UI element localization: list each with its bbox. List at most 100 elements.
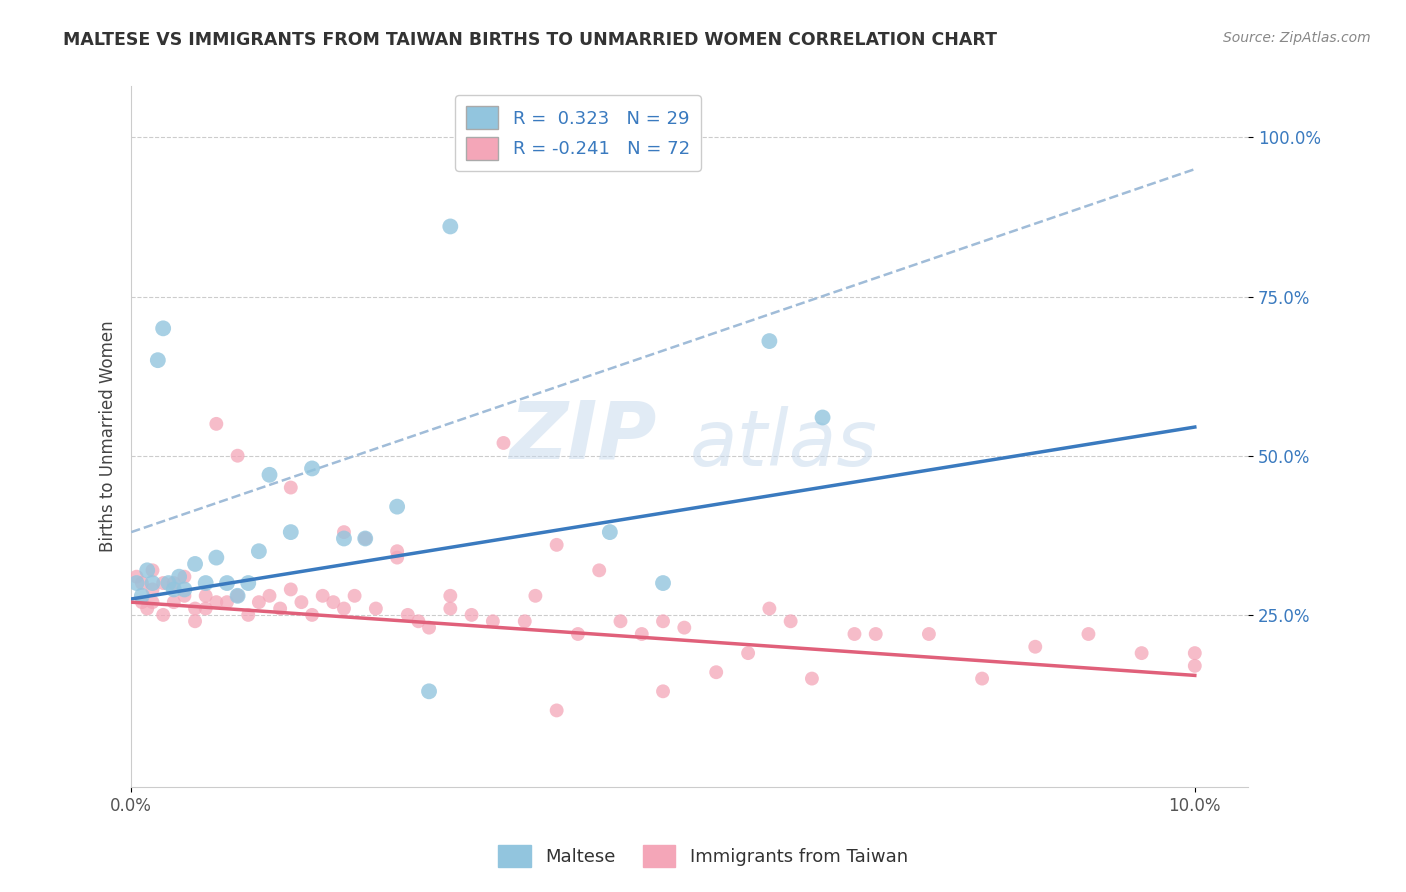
Point [205, 417, 228, 431]
Text: Source: ZipAtlas.com: Source: ZipAtlas.com [1223, 31, 1371, 45]
Point [312, 589, 335, 603]
Text: ZIP: ZIP [509, 398, 657, 475]
Point [970, 672, 993, 686]
Legend: R =  0.323   N = 29, R = -0.241   N = 72: R = 0.323 N = 29, R = -0.241 N = 72 [456, 95, 700, 170]
Point [385, 500, 408, 514]
Point [865, 627, 887, 641]
Point [280, 525, 302, 540]
Point [800, 672, 823, 686]
Point [652, 576, 675, 591]
Point [290, 595, 312, 609]
Point [146, 353, 169, 368]
Point [918, 627, 941, 641]
Legend: Maltese, Immigrants from Taiwan: Maltese, Immigrants from Taiwan [491, 838, 915, 874]
Point [125, 576, 148, 591]
Point [205, 595, 228, 609]
Point [588, 563, 610, 577]
Point [141, 576, 163, 591]
Point [141, 595, 163, 609]
Point [460, 607, 482, 622]
Point [301, 607, 323, 622]
Point [418, 621, 440, 635]
Point [136, 601, 159, 615]
Point [567, 627, 589, 641]
Point [163, 576, 186, 591]
Point [131, 576, 153, 591]
Point [141, 582, 163, 597]
Point [364, 601, 387, 615]
Point [238, 576, 260, 591]
Point [215, 576, 238, 591]
Point [599, 525, 621, 540]
Point [1024, 640, 1046, 654]
Point [205, 550, 228, 565]
Text: MALTESE VS IMMIGRANTS FROM TAIWAN BIRTHS TO UNMARRIED WOMEN CORRELATION CHART: MALTESE VS IMMIGRANTS FROM TAIWAN BIRTHS… [63, 31, 997, 49]
Point [141, 563, 163, 577]
Point [259, 467, 281, 482]
Point [167, 570, 190, 584]
Point [524, 589, 547, 603]
Point [194, 589, 217, 603]
Point [630, 627, 652, 641]
Point [758, 601, 780, 615]
Point [131, 589, 153, 603]
Point [492, 436, 515, 450]
Point [238, 607, 260, 622]
Point [354, 532, 377, 546]
Point [396, 607, 419, 622]
Point [758, 334, 780, 348]
Point [811, 410, 834, 425]
Point [333, 601, 356, 615]
Point [173, 582, 195, 597]
Point [408, 614, 430, 628]
Point [184, 557, 207, 571]
Point [131, 595, 153, 609]
Y-axis label: Births to Unmarried Women: Births to Unmarried Women [100, 321, 117, 552]
Point [247, 595, 270, 609]
Point [226, 589, 249, 603]
Point [184, 614, 207, 628]
Point [157, 576, 180, 591]
Point [354, 532, 377, 546]
Point [322, 595, 344, 609]
Point [1184, 658, 1206, 673]
Point [546, 538, 568, 552]
Point [385, 544, 408, 558]
Point [152, 607, 174, 622]
Point [152, 321, 174, 335]
Point [439, 219, 461, 234]
Point [215, 595, 238, 609]
Point [439, 601, 461, 615]
Point [163, 595, 186, 609]
Point [844, 627, 866, 641]
Point [269, 601, 291, 615]
Point [1184, 646, 1206, 660]
Point [125, 570, 148, 584]
Point [513, 614, 536, 628]
Text: atlas: atlas [689, 406, 877, 482]
Point [546, 703, 568, 717]
Point [280, 481, 302, 495]
Point [652, 614, 675, 628]
Point [673, 621, 696, 635]
Point [247, 544, 270, 558]
Point [482, 614, 505, 628]
Point [163, 582, 186, 597]
Point [418, 684, 440, 698]
Point [439, 589, 461, 603]
Point [194, 576, 217, 591]
Point [226, 449, 249, 463]
Point [333, 532, 356, 546]
Point [779, 614, 801, 628]
Point [184, 601, 207, 615]
Point [226, 589, 249, 603]
Point [1130, 646, 1153, 660]
Point [173, 570, 195, 584]
Point [737, 646, 759, 660]
Point [173, 589, 195, 603]
Point [1077, 627, 1099, 641]
Point [301, 461, 323, 475]
Point [609, 614, 631, 628]
Point [259, 589, 281, 603]
Point [280, 582, 302, 597]
